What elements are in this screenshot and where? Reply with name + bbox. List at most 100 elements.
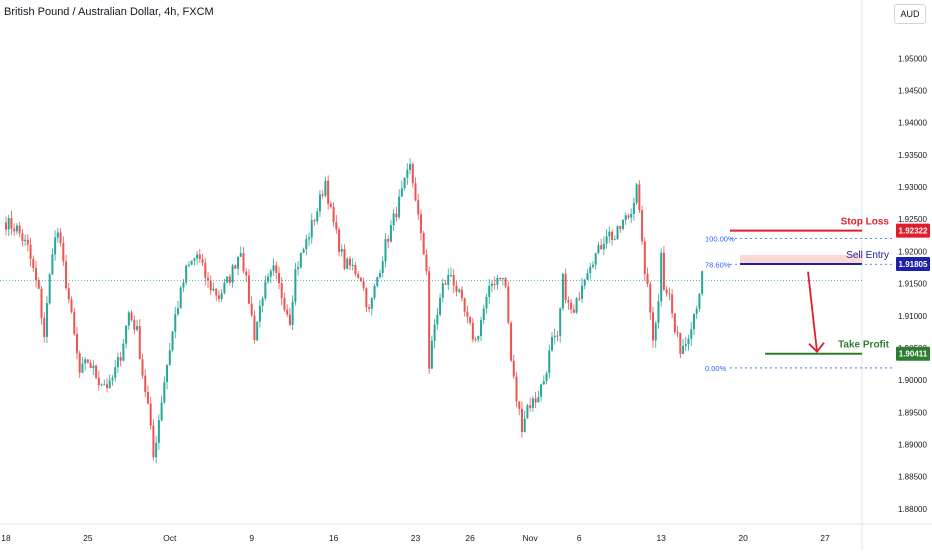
candle-body	[231, 265, 234, 283]
time-tick-label[interactable]: 25	[83, 533, 93, 543]
time-tick-label[interactable]: 23	[411, 533, 421, 543]
candle-body	[608, 231, 611, 237]
currency-badge[interactable]: AUD	[894, 4, 926, 24]
candle-body	[190, 260, 193, 265]
candle-body	[548, 350, 551, 374]
candle-body	[332, 206, 335, 223]
candle-body	[283, 298, 286, 310]
candle-body	[45, 303, 48, 337]
candle-body	[223, 282, 226, 294]
candle-body	[613, 239, 616, 241]
candle-body	[501, 278, 504, 280]
candle-body	[220, 293, 223, 299]
take-profit-price-box[interactable]	[896, 346, 930, 361]
candle-body	[581, 285, 584, 299]
time-tick-label[interactable]: 6	[577, 533, 582, 543]
candle-body	[13, 228, 16, 232]
candle-body	[384, 239, 387, 262]
candle-body	[5, 222, 7, 230]
candle-body	[368, 307, 371, 309]
time-tick-label[interactable]: 9	[249, 533, 254, 543]
time-tick-label[interactable]: Nov	[523, 533, 539, 543]
price-tick-label[interactable]: 1.91000	[898, 312, 927, 321]
price-tick-label[interactable]: 1.94500	[898, 86, 927, 95]
price-axis[interactable]: 1.95000 1.94500 1.94000 1.93500 1.93000 1.925…	[896, 54, 930, 514]
candle-body	[561, 273, 564, 309]
sell-entry-price-box[interactable]	[896, 256, 930, 271]
candle-body	[564, 273, 567, 300]
candle-body	[302, 249, 305, 253]
candle-body	[654, 323, 657, 341]
price-tick-label[interactable]: 1.92500	[898, 215, 927, 224]
candle-body	[149, 403, 152, 426]
candle-body	[455, 285, 458, 292]
candle-body	[294, 269, 297, 302]
candles	[5, 158, 704, 464]
price-tick-label[interactable]: 1.95000	[898, 54, 927, 63]
candle-body	[471, 322, 474, 340]
price-tick-label[interactable]: 1.89500	[898, 408, 927, 417]
candle-body	[665, 289, 668, 294]
candle-body	[217, 295, 220, 299]
candle-body	[212, 288, 215, 291]
candle-body	[370, 297, 373, 309]
candle-body	[520, 408, 523, 432]
candle-body	[621, 219, 624, 229]
fib-level-100-label: 100.00%	[705, 235, 735, 244]
candle-body	[209, 280, 212, 291]
price-tick-label[interactable]: 1.93500	[898, 151, 927, 160]
price-tick-label[interactable]: 1.88000	[898, 505, 927, 514]
time-tick-label[interactable]: 16	[329, 533, 339, 543]
price-tick-label[interactable]: 1.88500	[898, 473, 927, 482]
candle-body	[362, 281, 365, 289]
time-tick-label[interactable]: 26	[465, 533, 475, 543]
candle-body	[586, 273, 589, 280]
candle-body	[207, 277, 210, 281]
candle-body	[258, 305, 261, 322]
stop-loss-label: Stop Loss	[841, 217, 890, 228]
candle-body	[111, 377, 114, 381]
fib-level-0-label: 0.00%	[705, 364, 727, 373]
sell-entry-label: Sell Entry	[846, 250, 889, 261]
candle-body	[422, 233, 425, 255]
candle-body	[682, 345, 685, 354]
candle-body	[65, 261, 68, 289]
candle-body	[540, 384, 543, 397]
price-tick-label[interactable]: 1.91500	[898, 280, 927, 289]
candle-body	[695, 308, 698, 314]
candle-body	[267, 276, 270, 282]
price-tick-label[interactable]: 1.89000	[898, 441, 927, 450]
candle-body	[146, 392, 149, 404]
time-tick-label[interactable]: 27	[820, 533, 830, 543]
candle-body	[690, 329, 693, 339]
candle-body	[338, 229, 341, 252]
time-axis[interactable]: 18 25 Oct 9 16 23 26 Nov 6 13 20 27	[1, 533, 830, 543]
candle-body	[29, 244, 32, 259]
price-tick-label[interactable]: 1.92000	[898, 247, 927, 256]
trade-overlay: 100.00% 78.60% 0.00% Stop Loss Sell Entry Tak…	[0, 217, 895, 373]
candle-body	[447, 275, 450, 285]
candle-body	[414, 183, 417, 201]
candle-body	[398, 196, 401, 218]
candle-body	[583, 279, 586, 286]
candle-body	[357, 274, 360, 278]
candle-body	[198, 254, 201, 260]
candle-body	[428, 271, 431, 369]
entry-zone	[740, 254, 862, 264]
stop-loss-price-box[interactable]	[896, 223, 930, 238]
candle-body	[611, 231, 614, 241]
price-tick-label[interactable]: 1.93000	[898, 183, 927, 192]
time-tick-label[interactable]: 18	[1, 533, 11, 543]
candle-body	[379, 273, 382, 278]
time-tick-label[interactable]: 13	[656, 533, 666, 543]
price-tick-label[interactable]: 1.94000	[898, 119, 927, 128]
time-tick-label[interactable]: 20	[738, 533, 748, 543]
time-tick-label[interactable]: Oct	[163, 533, 177, 543]
candle-body	[409, 163, 412, 170]
candle-body	[35, 268, 38, 281]
candle-body	[48, 274, 51, 304]
candle-body	[589, 266, 592, 274]
price-tick-label[interactable]: 1.90000	[898, 376, 927, 385]
candle-body	[114, 367, 117, 378]
